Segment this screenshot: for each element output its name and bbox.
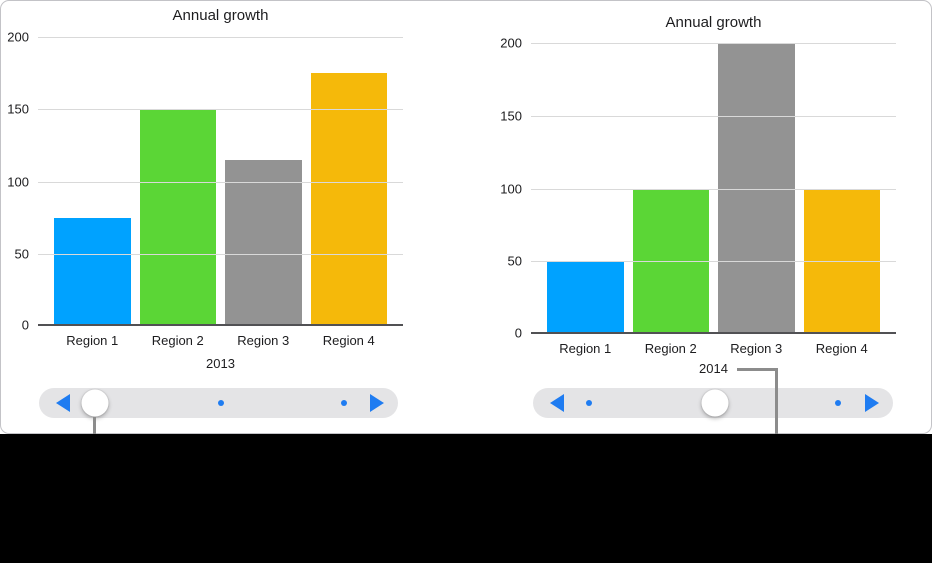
gridline	[531, 43, 896, 44]
year-label: 2013	[206, 356, 235, 371]
triangle-left-icon[interactable]	[550, 394, 564, 412]
gridline	[38, 181, 403, 183]
plot-area: 0 50 100 150 200 Region 1 Region 2 Region 3 Regi…	[7, 30, 403, 348]
callout-line-year-horizontal	[737, 368, 778, 371]
callout-line-year-vertical	[775, 368, 778, 479]
plot-area: 0 50 100 150 200 Region 1 Region 2 Region 3 Regi…	[500, 36, 896, 356]
bar-region-1[interactable]	[547, 261, 624, 334]
y-axis-tick-label: 150	[7, 101, 29, 117]
x-axis-category-label: Region 4	[322, 333, 375, 348]
page-dot-icon	[218, 400, 224, 406]
triangle-left-icon[interactable]	[56, 394, 70, 412]
bar-region-1[interactable]	[54, 217, 131, 326]
y-axis-tick-label: 200	[500, 35, 522, 51]
x-axis-labels: Region 1 Region 2 Region 3 Region 4	[54, 333, 387, 348]
page-dot-icon	[835, 400, 841, 406]
x-axis-line	[38, 324, 403, 326]
y-axis-tick-label: 100	[7, 174, 29, 189]
y-axis-tick-label: 150	[500, 108, 522, 124]
y-axis-tick-label: 50	[14, 246, 29, 262]
bar-region-4[interactable]	[310, 73, 387, 326]
y-axis-tick-label: 0	[21, 317, 29, 333]
x-axis-category-label: Region 2	[644, 341, 697, 356]
slider-knob[interactable]	[701, 389, 729, 417]
annual-growth-chart-2013: Annual growth 0 50 100 150 200 Region 1 Region…	[0, 0, 466, 385]
chart-title: Annual growth	[172, 7, 269, 24]
x-axis-category-label: Region 3	[730, 341, 783, 356]
annual-growth-chart-2014: Annual growth 0 50 100 150 200 Region 1 Region…	[466, 0, 932, 385]
x-axis-category-label: Region 3	[237, 333, 290, 348]
gridline	[531, 115, 896, 117]
y-axis-tick-label: 0	[514, 325, 522, 341]
triangle-right-icon[interactable]	[370, 394, 384, 412]
x-axis-category-label: Region 1	[559, 341, 612, 356]
bars-group	[54, 37, 387, 326]
gridline	[531, 261, 896, 263]
page-dot-icon	[586, 400, 592, 406]
x-axis-category-label: Region 1	[66, 333, 119, 348]
chart-pagination-slider-right[interactable]	[533, 388, 893, 418]
bar-region-3[interactable]	[225, 159, 302, 326]
y-axis-tick-label: 200	[7, 29, 29, 45]
triangle-right-icon[interactable]	[865, 394, 879, 412]
caption-band	[0, 434, 932, 563]
slider-knob[interactable]	[81, 389, 109, 417]
chart-pagination-slider-left[interactable]	[39, 388, 398, 418]
page-dot-icon	[341, 400, 347, 406]
chart-title: Annual growth	[665, 14, 762, 31]
x-axis-category-label: Region 2	[151, 333, 204, 348]
bar-region-2[interactable]	[139, 109, 216, 326]
year-label: 2014	[699, 361, 728, 376]
y-axis-tick-label: 50	[507, 253, 522, 269]
x-axis-labels: Region 1 Region 2 Region 3 Region 4	[547, 341, 880, 356]
gridline	[38, 37, 403, 38]
gridline	[38, 109, 403, 111]
gridline	[531, 188, 896, 190]
x-axis-category-label: Region 4	[815, 341, 868, 356]
gridline	[38, 253, 403, 255]
y-axis-tick-label: 100	[500, 181, 522, 196]
x-axis-line	[531, 332, 896, 334]
